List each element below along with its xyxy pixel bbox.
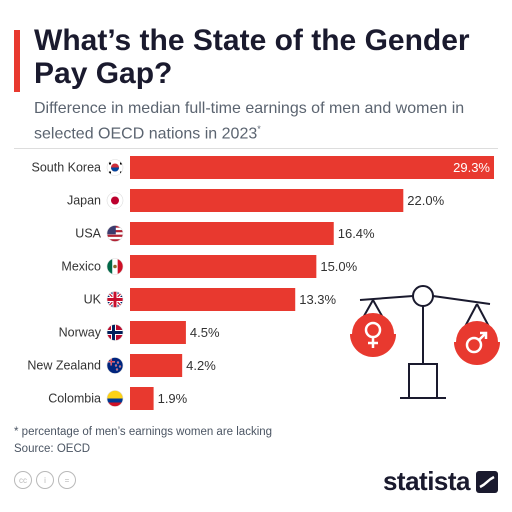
bar: [130, 321, 186, 344]
usa-flag-icon: [106, 225, 124, 242]
value-label: 13.3%: [299, 292, 336, 307]
source-note: Source: OECD: [14, 443, 91, 455]
norway-flag-icon: [106, 324, 124, 341]
bar-row-colombia: Colombia 1.9%: [48, 387, 188, 410]
title-accent-bar: [14, 30, 20, 92]
category-label: Japan: [67, 194, 101, 208]
category-label: Mexico: [61, 260, 101, 274]
bar: [130, 255, 317, 278]
value-label: 29.3%: [453, 160, 490, 175]
male-symbol-icon: [465, 331, 488, 354]
scale-illustration: [350, 285, 500, 399]
attribution-icon[interactable]: i: [36, 471, 54, 489]
footnote: * percentage of men’s earnings women are…: [14, 426, 273, 438]
subtitle-footnote-mark: *: [257, 124, 261, 134]
chart-title: What’s the State of the Gender Pay Gap?: [34, 24, 470, 90]
brand-mark-icon: [476, 470, 498, 493]
bar: [130, 354, 183, 377]
brand-logo[interactable]: statista: [383, 466, 498, 497]
no-derivatives-icon[interactable]: =: [58, 471, 76, 489]
license-icons: cc i =: [14, 471, 76, 489]
bar-row-japan: Japan 22.0%: [67, 189, 445, 212]
japan-flag-icon: [106, 192, 124, 209]
bar: [130, 156, 494, 179]
category-label: UK: [84, 293, 102, 307]
bar-row-mexico: Mexico 15.0%: [61, 255, 358, 278]
chart-subtitle: Difference in median full-time earnings …: [34, 98, 494, 144]
bar-row-new-zealand: New Zealand 4.2%: [27, 354, 216, 377]
bar: [130, 222, 334, 245]
category-label: South Korea: [32, 161, 102, 175]
bar-row-uk: UK 13.3%: [84, 288, 337, 311]
new-zealand-flag-icon: [106, 357, 124, 374]
bar: [130, 189, 404, 212]
bar: [130, 387, 154, 410]
uk-flag-icon: [106, 291, 124, 308]
subtitle-text: Difference in median full-time earnings …: [34, 100, 465, 143]
cc-icon[interactable]: cc: [14, 471, 32, 489]
colombia-flag-icon: [106, 390, 124, 407]
value-label: 4.2%: [186, 358, 216, 373]
south-korea-flag-icon: [106, 159, 124, 176]
bar-row-norway: Norway 4.5%: [59, 321, 220, 344]
header-separator: [14, 148, 498, 149]
value-label: 1.9%: [158, 391, 188, 406]
mexico-flag-icon: [106, 258, 124, 275]
category-label: USA: [75, 227, 101, 241]
bar: [130, 288, 296, 311]
category-label: Colombia: [48, 392, 101, 406]
category-label: Norway: [59, 326, 102, 340]
bar-chart: South Korea 29.3% Japan 22.0% USA 16.4% Mexico…: [27, 156, 500, 410]
bars-group: South Korea 29.3% Japan 22.0% USA 16.4% Mexico…: [27, 156, 494, 410]
bar-row-south-korea: South Korea 29.3%: [32, 156, 494, 179]
value-label: 15.0%: [320, 259, 357, 274]
value-label: 16.4%: [338, 226, 375, 241]
category-label: New Zealand: [27, 359, 101, 373]
bar-row-usa: USA 16.4%: [75, 222, 375, 245]
female-symbol-icon: [364, 321, 382, 348]
value-label: 4.5%: [190, 325, 220, 340]
brand-name: statista: [382, 466, 471, 496]
value-label: 22.0%: [407, 193, 444, 208]
